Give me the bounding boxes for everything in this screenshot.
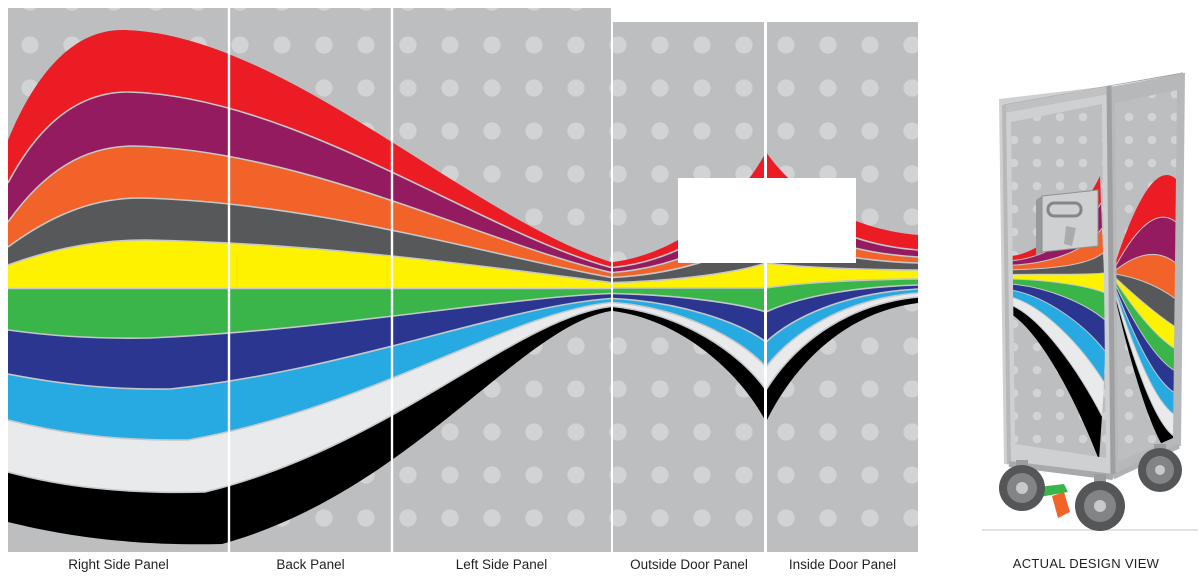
latch-handle-loop [1046,201,1083,218]
trolley-top-frame [1002,72,1185,480]
caster-wheel-front [1075,474,1125,531]
panel-divider [764,22,767,552]
panel-label-inside-door: Inside Door Panel [788,557,897,572]
trolley-side-panel [1109,73,1183,477]
caster-wheel-back-left [999,460,1045,511]
brake-pedal-orange [1052,492,1070,518]
panel-divider [390,8,394,552]
trolley-front-panel [999,86,1113,477]
panel-divider [227,8,231,552]
panel-flat-design [8,8,918,552]
latch-lever [1064,226,1076,246]
trolley-preview [982,72,1198,531]
logo-placeholder [678,178,856,263]
panel-label-right-side: Right Side Panel [68,557,169,572]
side-and-back-panels-group [8,8,611,552]
panel-label-outside-door: Outside Door Panel [630,557,748,572]
rainbow-wave-stripes [8,30,611,545]
door-panels-group [613,22,918,552]
actual-design-view-caption: ACTUAL DESIGN VIEW [1012,556,1160,571]
door-latch [1036,189,1099,256]
caster-wheel-right [1138,444,1182,492]
panel-label-left-side: Left Side Panel [455,557,548,572]
panel-label-back: Back Panel [276,557,345,572]
